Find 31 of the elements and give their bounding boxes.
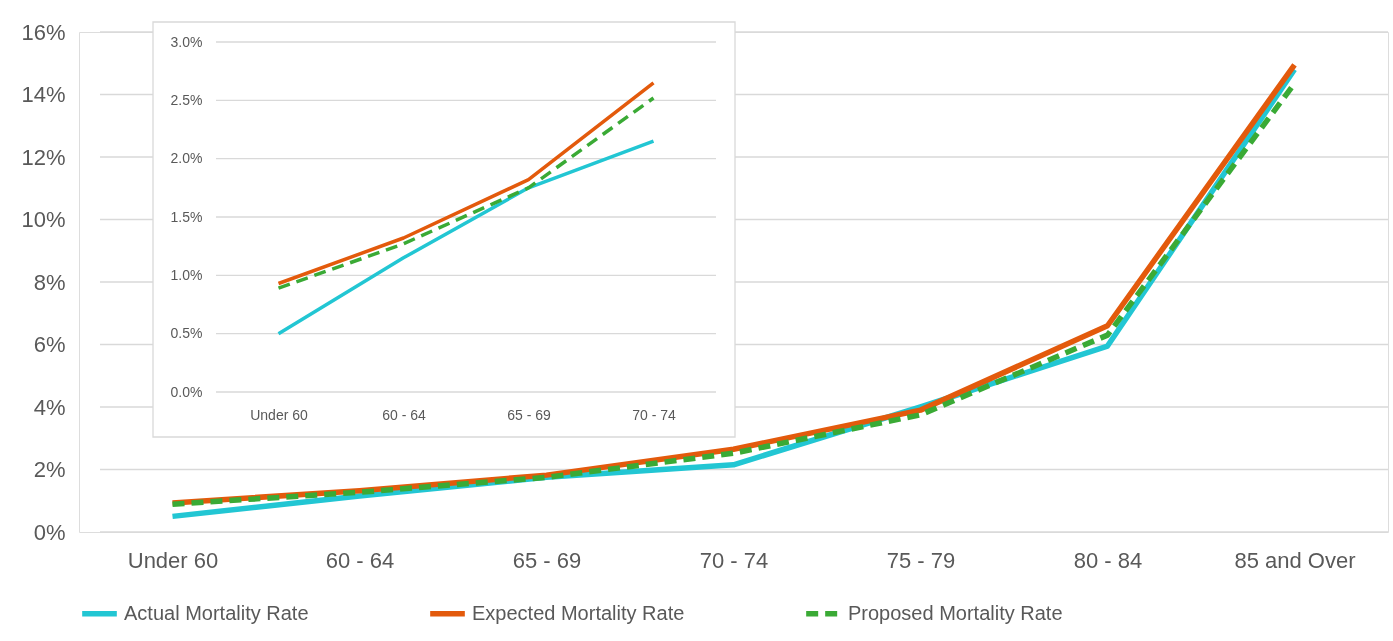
x-tick-label: 60 - 64: [382, 406, 426, 423]
line-series: [276, 139, 656, 336]
x-tick-label: 60 - 64: [325, 547, 395, 573]
y-tick-label: 1.0%: [170, 266, 203, 283]
y-tick-label: 14%: [21, 82, 66, 107]
y-tick-label: 12%: [21, 144, 66, 170]
x-tick-label: 70 - 74: [699, 547, 769, 573]
legend-label: Expected Mortality Rate: [472, 601, 685, 624]
y-tick-label: 10%: [21, 207, 66, 232]
y-tick-label: 2.5%: [170, 91, 203, 108]
y-tick-label: 8%: [33, 269, 66, 295]
y-tick-label: 0.0%: [170, 383, 203, 400]
y-tick-label: 2%: [33, 457, 66, 482]
x-tick-label: 70 - 74: [632, 406, 676, 423]
x-tick-label: 65 - 69: [512, 547, 582, 573]
y-tick-label: 3.0%: [170, 33, 203, 50]
x-tick-label: Under 60: [250, 406, 309, 423]
y-tick-label: 4%: [33, 394, 66, 420]
y-tick-label: 1.5%: [170, 208, 203, 225]
x-tick-label: 65 - 69: [507, 406, 551, 423]
x-tick-label: 85 and Over: [1234, 547, 1356, 573]
x-tick-label: 80 - 84: [1073, 547, 1143, 573]
y-tick-label: 6%: [33, 332, 66, 357]
y-tick-label: 0.5%: [170, 325, 203, 342]
y-tick-label: 0%: [33, 519, 66, 545]
y-tick-label: 2.0%: [170, 150, 203, 167]
x-tick-label: 75 - 79: [886, 547, 956, 573]
legend-label: Proposed Mortality Rate: [848, 601, 1063, 624]
y-tick-label: 16%: [21, 19, 66, 45]
x-tick-label: Under 60: [127, 547, 219, 573]
legend-label: Actual Mortality Rate: [124, 601, 309, 624]
